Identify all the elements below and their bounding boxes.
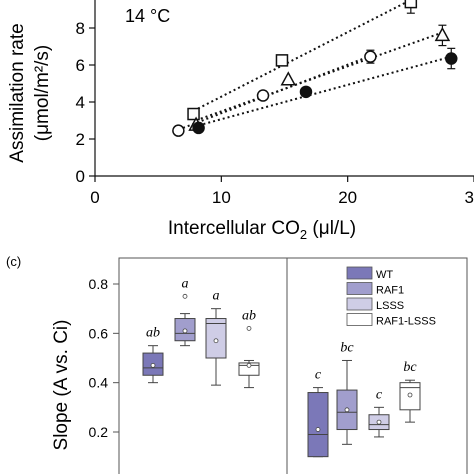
data-point-filled-circle (299, 85, 313, 99)
y-tick-label: 8 (76, 19, 85, 38)
boxplot-y-tick-label: 0.2 (89, 424, 109, 440)
legend-label: WT (376, 269, 393, 281)
data-point-filled-circle (192, 121, 205, 135)
mean-marker (246, 362, 252, 368)
data-point-triangle (280, 71, 297, 86)
assimilation-panel: 14 °C 0246810 0102030 Assimilation rate … (7, 0, 474, 242)
mean-marker (344, 407, 350, 413)
panel-label-c: (c) (6, 254, 21, 269)
mean-marker (182, 328, 188, 334)
trend-line (198, 55, 452, 127)
boxplot-y-tick-label: 0.4 (89, 375, 109, 391)
outlier-point (246, 325, 252, 331)
significance-letter: c (315, 368, 322, 383)
x-axis-label-unit: (μl/L) (307, 218, 356, 239)
data-point-square (404, 0, 418, 9)
significance-letter: bc (403, 360, 417, 375)
x-tick-label: 0 (90, 188, 99, 207)
x-tick-label: 30 (465, 188, 474, 207)
mean-marker (213, 338, 219, 344)
legend-swatch-wt (346, 266, 373, 280)
boxplot-frame (118, 257, 468, 474)
mean-marker (150, 362, 156, 368)
trend-line (178, 55, 371, 131)
significance-letter: ab (242, 308, 256, 323)
box-wt (307, 392, 329, 458)
x-axis-label-subscript: 2 (300, 227, 307, 242)
significance-letter: ab (146, 326, 160, 341)
legend-swatch-raf1 (346, 282, 373, 295)
legend-label: LSSS (376, 300, 404, 312)
box-lsss (205, 318, 227, 359)
boxplot-y-tick-label: 0.6 (89, 325, 109, 341)
data-point-open-circle (364, 50, 377, 63)
y-tick-label: 2 (76, 130, 85, 149)
legend-swatch-raf1-lsss (346, 313, 373, 326)
y-axis-label-line2: (μmol/m²/s) (32, 45, 53, 141)
legend-swatch-lsss (346, 297, 373, 311)
data-point-filled-circle (445, 52, 458, 65)
x-axis-label-main: Intercellular CO (168, 218, 300, 239)
data-point-open-circle (172, 124, 185, 137)
legend: WT RAF1 LSSS RAF1-LSSS (346, 266, 436, 328)
data-point-square (275, 54, 289, 67)
slope-boxplot-panel: (c) 0.2 0.4 0.6 0.8 ab a a ab c bc c bc Slope (A v… (6, 254, 468, 474)
data-point-square (187, 107, 200, 121)
y-tick-label: 10 (66, 0, 85, 1)
y-axis-label-line1: Assimilation rate (7, 23, 28, 162)
trend-line (193, 0, 412, 112)
legend-label: RAF1 (376, 285, 404, 297)
boxplot-y-tick-label: 0.8 (89, 276, 109, 292)
y-tick-label: 4 (76, 93, 85, 112)
significance-letter: bc (340, 340, 354, 355)
y-tick-label: 0 (76, 167, 85, 186)
y-tick-label: 6 (76, 56, 85, 75)
mean-marker (376, 419, 382, 425)
outlier-point (182, 293, 188, 299)
data-point-open-circle (256, 89, 270, 102)
significance-letter: a (213, 289, 220, 304)
x-tick-label: 20 (338, 188, 357, 207)
temperature-annotation: 14 °C (125, 6, 170, 26)
significance-letter: a (182, 276, 189, 291)
boxplot-y-axis-label: Slope (A vs. Ci) (51, 320, 72, 451)
mean-marker (315, 427, 321, 432)
x-tick-label: 10 (212, 188, 231, 207)
data-point-triangle (434, 26, 451, 42)
mean-marker (407, 392, 413, 398)
significance-letter: c (376, 387, 383, 402)
legend-label: RAF1-LSSS (376, 316, 436, 328)
x-axis-label: Intercellular CO2 (μl/L) (168, 218, 356, 242)
box-raf1-lsss (238, 362, 260, 376)
